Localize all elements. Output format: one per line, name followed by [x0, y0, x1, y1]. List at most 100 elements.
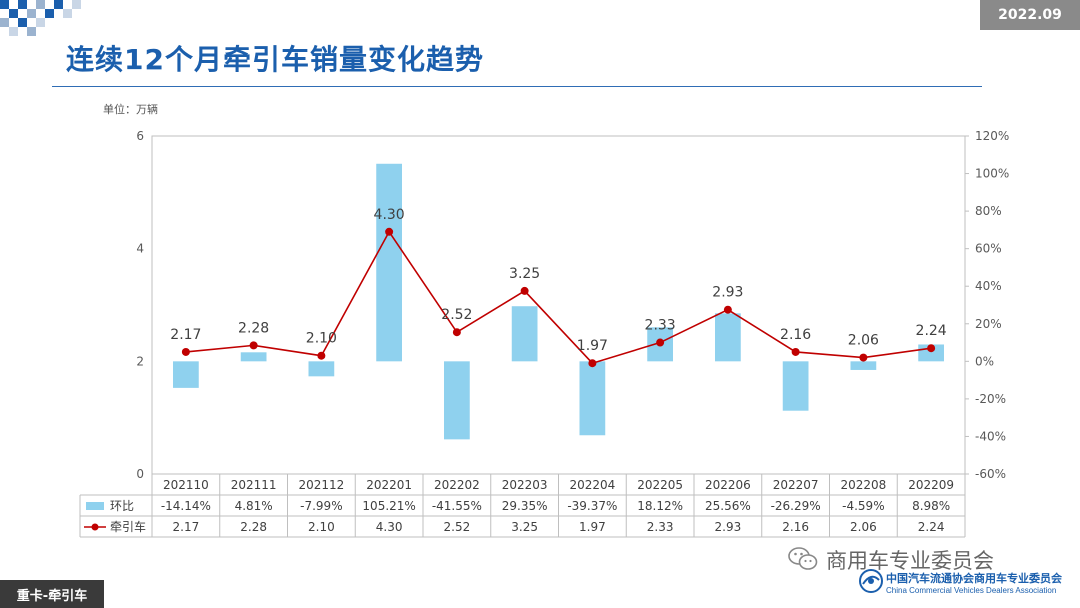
corner-decoration	[0, 0, 81, 36]
wechat-icon	[788, 547, 818, 570]
plot-frame	[151, 135, 966, 475]
point-tractor-202110	[181, 347, 190, 356]
table-mom-202206: 25.56%	[705, 499, 751, 513]
table-tractor-202202: 2.52	[444, 520, 471, 534]
right-axis-tick-label: 80%	[975, 204, 1002, 218]
category-label-202209: 202209	[908, 478, 954, 492]
category-label-202202: 202202	[434, 478, 480, 492]
right-axis-tick-label: 60%	[975, 242, 1002, 256]
period-tag: 2022.09	[980, 0, 1080, 30]
table-mom-202201: 105.21%	[362, 499, 415, 513]
data-label-tractor-202201: 4.30	[374, 207, 405, 223]
data-label-tractor-202111: 2.28	[238, 320, 269, 336]
category-label-202112: 202112	[298, 478, 344, 492]
table-tractor-202209: 2.24	[918, 520, 945, 534]
wechat-account-name: 商用车专业委员会	[826, 549, 994, 573]
point-tractor-202204	[588, 359, 597, 368]
data-label-tractor-202206: 2.93	[712, 285, 743, 301]
bar-mom-202207	[782, 361, 809, 411]
right-axis-tick-label: 20%	[975, 317, 1002, 331]
data-label-tractor-202205: 2.33	[645, 318, 676, 334]
line-tractor-sales	[185, 230, 932, 365]
point-tractor-202203	[520, 286, 529, 295]
legend-swatch-mom	[86, 502, 104, 510]
point-tractor-202209	[927, 344, 936, 353]
right-axis-tick-label: 0%	[975, 354, 994, 368]
data-label-tractor-202207: 2.16	[780, 327, 811, 343]
point-tractor-202202	[452, 328, 461, 337]
right-axis-tick-label: -60%	[975, 467, 1006, 481]
table-tractor-202201: 4.30	[376, 520, 403, 534]
bar-mom-202202	[444, 361, 470, 440]
right-axis-tick-label: 100%	[975, 167, 1009, 181]
data-label-tractor-202202: 2.52	[441, 307, 472, 323]
table-tractor-202205: 2.33	[647, 520, 674, 534]
point-tractor-202111	[249, 341, 258, 350]
point-tractor-202206	[723, 305, 732, 314]
table-tractor-202111: 2.28	[240, 520, 267, 534]
section-tag: 重卡-牵引车	[0, 580, 104, 608]
bar-mom-202110	[173, 361, 199, 388]
point-tractor-202112	[317, 351, 326, 360]
table-tractor-202112: 2.10	[308, 520, 335, 534]
table-tractor-202206: 2.93	[715, 520, 742, 534]
table-tractor-202204: 1.97	[579, 520, 606, 534]
category-label-202110: 202110	[163, 478, 209, 492]
bar-mom-202112	[308, 361, 335, 377]
table-tractor-202203: 3.25	[511, 520, 538, 534]
association-name-en: China Commercial Vehicles Dealers Associ…	[886, 586, 1057, 595]
table-tractor-202207: 2.16	[782, 520, 809, 534]
data-label-tractor-202203: 3.25	[509, 266, 540, 282]
category-label-202208: 202208	[840, 478, 886, 492]
category-label-202201: 202201	[366, 478, 412, 492]
association-name-cn: 中国汽车流通协会商用车专业委员会	[886, 572, 1062, 585]
table-mom-202209: 8.98%	[912, 499, 950, 513]
right-axis-tick-label: 120%	[975, 129, 1009, 143]
unit-label: 单位：万辆	[103, 103, 158, 116]
table-mom-202205: 18.12%	[637, 499, 683, 513]
point-tractor-202207	[791, 347, 800, 356]
table-mom-202202: -41.55%	[432, 499, 482, 513]
table-mom-202111: 4.81%	[235, 499, 273, 513]
legend-marker-tractor	[91, 523, 99, 531]
point-tractor-202201	[385, 227, 394, 236]
category-label-202205: 202205	[637, 478, 683, 492]
bar-mom-202204	[579, 361, 606, 436]
left-axis-tick-label: 0	[136, 467, 144, 481]
table-mom-202203: 29.35%	[502, 499, 548, 513]
bar-mom-202111	[240, 352, 267, 362]
table-tractor-202208: 2.06	[850, 520, 877, 534]
left-axis-tick-label: 2	[136, 354, 144, 368]
association-logo-icon	[859, 569, 883, 593]
point-tractor-202205	[656, 338, 665, 347]
bar-mom-202208	[850, 361, 877, 370]
table-mom-202112: -7.99%	[300, 499, 342, 513]
right-axis-tick-label: 40%	[975, 279, 1002, 293]
data-label-tractor-202112: 2.10	[306, 331, 337, 347]
category-label-202203: 202203	[502, 478, 548, 492]
left-axis-tick-label: 4	[136, 242, 144, 256]
data-label-tractor-202110: 2.17	[170, 327, 201, 343]
page-title: 连续12个月牵引车销量变化趋势	[66, 43, 484, 76]
bar-mom-202203	[511, 306, 538, 362]
data-label-tractor-202204: 1.97	[577, 338, 608, 354]
point-tractor-202208	[859, 353, 868, 362]
title-divider	[52, 86, 982, 87]
category-label-202111: 202111	[231, 478, 277, 492]
table-mom-202207: -26.29%	[771, 499, 821, 513]
category-label-202204: 202204	[569, 478, 615, 492]
category-label-202207: 202207	[773, 478, 819, 492]
left-axis-tick-label: 6	[136, 129, 144, 143]
data-label-tractor-202209: 2.24	[916, 323, 947, 339]
bar-mom-202206	[715, 313, 741, 362]
data-label-tractor-202208: 2.06	[848, 333, 879, 349]
bar-mom-202201	[376, 163, 402, 362]
legend-label-mom: 环比	[110, 499, 134, 513]
right-axis-tick-label: -20%	[975, 392, 1006, 406]
table-mom-202110: -14.14%	[161, 499, 211, 513]
table-mom-202208: -4.59%	[842, 499, 884, 513]
category-label-202206: 202206	[705, 478, 751, 492]
table-mom-202204: -39.37%	[567, 499, 617, 513]
table-tractor-202110: 2.17	[173, 520, 200, 534]
